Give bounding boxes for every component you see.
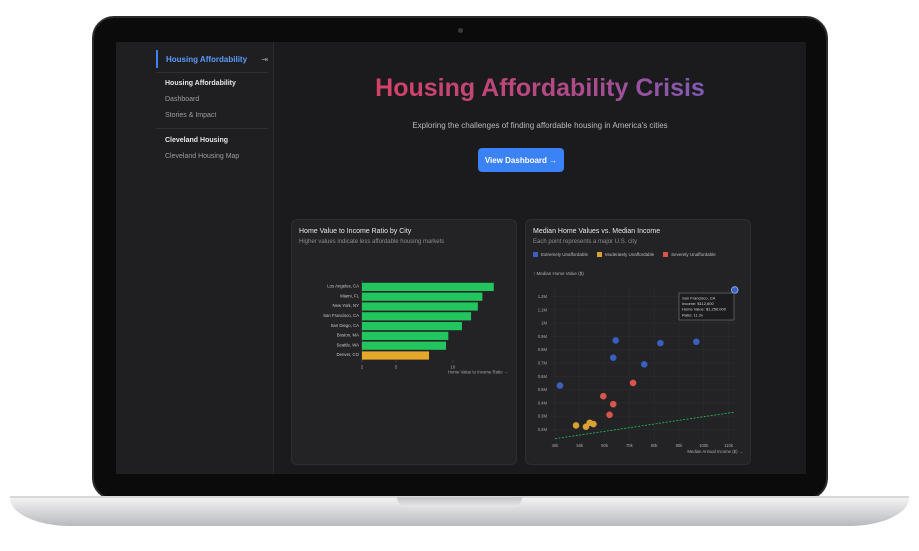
y-tick-label: 0.5M [538,387,548,392]
y-tick-label: 1.2M [538,294,548,299]
sidebar-item-cleveland-map[interactable]: Cleveland Housing Map [165,153,240,160]
sidebar: Housing Affordability ⇥ Housing Affordab… [116,42,274,474]
scatter-point [629,379,637,387]
sidebar-divider [156,72,268,73]
scatter-chart-card: Median Home Values vs. Median Income Eac… [525,219,751,465]
x-axis-label: Home Value to Income Ratio → [448,369,508,374]
x-tick-label: 80k [651,443,659,448]
x-tick-label: 70k [626,443,634,448]
y-tick-label: 1.1M [538,307,548,312]
x-tick-label: 90k [676,443,684,448]
scatter-point [609,400,617,408]
x-tick-label: 40k [552,443,560,448]
y-tick-label: 0.6M [538,374,548,379]
scatter-point [693,338,700,346]
sidebar-item-dashboard[interactable]: Dashboard [165,96,200,103]
sidebar-section-title: Housing Affordability [165,80,236,87]
screen: Housing Affordability ⇥ Housing Affordab… [116,42,806,474]
y-tick-label: 0.2M [538,427,548,432]
y-axis-label: ↑ Median Home Value ($) [533,271,584,276]
x-tick-label: 10 [450,364,455,369]
bar [362,282,494,291]
chart-subtitle: Higher values indicate less affordable h… [299,239,445,245]
x-tick-label: 50k [576,443,584,448]
ratio-chart-card: Home Value to Income Ratio by City Highe… [291,219,517,465]
bar-category-label: Seattle, WA [336,342,359,347]
page-title: Housing Affordability Crisis [274,74,806,103]
camera-icon [458,28,463,33]
legend-item-moderate[interactable]: Moderately Unaffordable [596,252,654,257]
brand-title: Housing Affordability [166,54,248,64]
scatter-point [612,337,620,344]
y-tick-label: 1M [541,321,547,326]
scatter-point [640,361,648,368]
bar [362,302,478,311]
x-tick-label: 2 [361,364,364,369]
scatter-point [556,382,564,389]
bar [362,322,462,331]
bar-category-label: Los Angeles, CA [327,284,359,289]
scatter-point [590,420,597,428]
chart-title: Home Value to Income Ratio by City [299,228,412,235]
bar-category-label: Boston, MA [337,333,359,338]
sidebar-divider [156,128,268,129]
legend-item-extreme[interactable]: Extremely Unaffordable [533,252,588,257]
x-tick-label: 100k [699,443,709,448]
tooltip [678,292,735,321]
legend-item-severe[interactable]: Severely Unaffordable [663,252,716,257]
view-dashboard-button[interactable]: View Dashboard → [478,148,564,172]
page-subtitle: Exploring the challenges of finding affo… [412,121,668,130]
chart-title: Median Home Values vs. Median Income [533,228,661,235]
tooltip-line: Income: $112,600 [682,301,715,306]
scatter-chart: ↑ Median Home Value ($) 0.2M 0.3M 0.4M 0.5M 0… [533,271,743,454]
bar-category-label: San Francisco, CA [323,313,359,318]
y-tick-label: 0.3M [538,414,548,419]
trend-line [554,411,735,440]
collapse-sidebar-icon[interactable]: ⇥ [261,54,268,64]
scatter-point [600,392,607,400]
scatter-point [606,411,613,419]
bar [362,312,472,321]
chart-subtitle: Each point represents a major U.S. city [533,239,638,245]
x-tick-label: 60k [601,443,609,448]
y-tick-label: 0.8M [538,347,548,352]
bar [362,331,449,340]
tooltip-line: Home Value: $1,250,000 [682,307,727,312]
bar-chart: Los Angeles, CA Miami, FL New York, NY San … [323,280,508,374]
laptop-notch [397,497,522,507]
bar [362,351,430,360]
sidebar-item-stories[interactable]: Stories & Impact [165,112,217,119]
y-tick-label: 0.7M [538,361,548,366]
tooltip-line: Ratio: 11.2x [682,312,703,317]
sidebar-section-title: Cleveland Housing [165,137,229,144]
bar [362,292,483,301]
bar-category-label: Denver, CO [337,352,360,357]
tooltip-line: San Francisco, CA [682,296,716,301]
bar-category-label: Miami, FL [340,293,359,298]
scatter-point [572,422,580,429]
scatter-point [609,354,617,361]
x-tick-label: 5 [395,364,398,369]
bar-category-label: San Diego, CA [331,323,360,328]
scatter-point [657,339,664,347]
x-tick-label: 110k [724,443,734,448]
y-tick-label: 0.4M [538,400,548,405]
sidebar-brand[interactable]: Housing Affordability ⇥ [156,50,268,68]
x-axis-label: Median Annual Income ($) → [687,449,743,454]
scatter-point [731,286,739,294]
y-tick-label: 0.9M [538,334,548,339]
chart-legend: Extremely Unaffordable Moderately Unaffo… [533,252,716,257]
bar-category-label: New York, NY [332,303,359,308]
bar [362,341,447,350]
